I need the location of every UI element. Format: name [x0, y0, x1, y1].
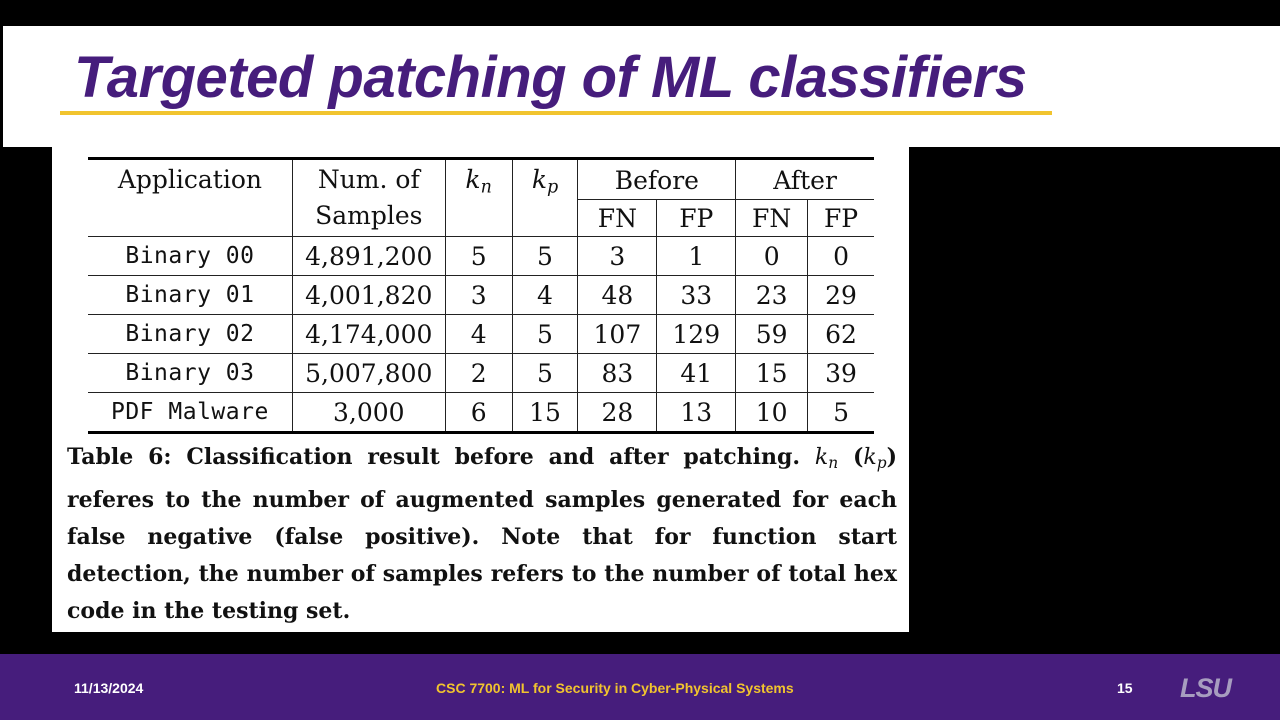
header-after-fn: FN — [735, 199, 809, 237]
cell-before-fn: 107 — [577, 314, 658, 354]
table-row: Binary 01 4,001,820 3 4 48 33 23 29 — [88, 275, 874, 315]
caption-kn-sub: n — [828, 453, 839, 472]
caption-kn-math: kn — [814, 445, 839, 472]
cell-samples: 4,001,820 — [291, 275, 446, 315]
cell-samples: 5,007,800 — [291, 353, 446, 393]
header-kn-base: k — [465, 165, 481, 194]
lsu-logo: LSU — [1180, 673, 1232, 703]
header-application: Application — [88, 158, 293, 237]
cell-samples: 4,174,000 — [291, 314, 446, 354]
results-table: Application Num. of Samples kn kp Before… — [88, 157, 874, 434]
cell-after-fn: 15 — [735, 353, 809, 393]
table-row: Binary 02 4,174,000 4 5 107 129 59 62 — [88, 314, 874, 354]
header-kn-math: kn — [465, 165, 492, 198]
cell-application: Binary 00 — [88, 236, 293, 276]
header-before-fp: FP — [656, 199, 737, 237]
header-samples-line1: Num. of — [317, 165, 420, 194]
cell-after-fn: 23 — [735, 275, 809, 315]
cell-kp: 5 — [511, 314, 579, 354]
cell-before-fp: 33 — [656, 275, 737, 315]
header-application-label: Application — [117, 165, 262, 194]
header-before-fn: FN — [577, 199, 658, 237]
cell-before-fp: 13 — [656, 392, 737, 433]
header-kn: kn — [444, 158, 513, 237]
header-kp-math: kp — [531, 165, 559, 198]
caption-kp-math: kp — [863, 445, 887, 472]
caption-part2: ( — [838, 444, 864, 470]
header-kn-sub: n — [480, 177, 492, 198]
cell-kp: 4 — [511, 275, 579, 315]
cell-after-fp: 29 — [807, 275, 874, 315]
cell-after-fp: 0 — [807, 236, 874, 276]
cell-before-fn: 48 — [577, 275, 658, 315]
table-caption: Table 6: Classification result before an… — [67, 439, 897, 630]
cell-after-fp: 39 — [807, 353, 874, 393]
header-kp-base: k — [531, 165, 547, 194]
cell-application: Binary 02 — [88, 314, 293, 354]
cell-kn: 3 — [444, 275, 513, 315]
title-underline — [60, 111, 1052, 115]
cell-after-fn: 0 — [735, 236, 809, 276]
caption-part3: ) referes to the number of augmented sam… — [67, 444, 897, 624]
header-after: After — [735, 158, 874, 200]
caption-kp-base: k — [863, 445, 877, 470]
cell-application: Binary 03 — [88, 353, 293, 393]
table-row: Binary 03 5,007,800 2 5 83 41 15 39 — [88, 353, 874, 393]
cell-after-fp: 5 — [807, 392, 874, 433]
header-kp-sub: p — [546, 177, 559, 198]
cell-before-fn: 3 — [577, 236, 658, 276]
cell-after-fn: 10 — [735, 392, 809, 433]
header-samples-line2: Samples — [315, 201, 423, 230]
cell-samples: 3,000 — [291, 392, 446, 433]
cell-before-fp: 129 — [656, 314, 737, 354]
table-row: Binary 00 4,891,200 5 5 3 1 0 0 — [88, 236, 874, 276]
cell-kp: 15 — [511, 392, 579, 433]
header-samples: Num. of Samples — [291, 158, 446, 237]
cell-kp: 5 — [511, 353, 579, 393]
cell-after-fp: 62 — [807, 314, 874, 354]
slide-title: Targeted patching of ML classifiers — [74, 45, 1027, 110]
header-row: Application Num. of Samples kn kp Before… — [88, 158, 874, 237]
cell-samples: 4,891,200 — [291, 236, 446, 276]
title-band — [3, 26, 1280, 147]
cell-before-fp: 1 — [656, 236, 737, 276]
footer-course-title: CSC 7700: ML for Security in Cyber-Physi… — [436, 680, 794, 696]
cell-before-fp: 41 — [656, 353, 737, 393]
header-after-label: After — [773, 166, 837, 195]
cell-before-fn: 28 — [577, 392, 658, 433]
table-figure: Application Num. of Samples kn kp Before… — [52, 147, 909, 632]
cell-application: Binary 01 — [88, 275, 293, 315]
cell-application: PDF Malware — [88, 392, 293, 433]
header-after-fp: FP — [807, 199, 874, 237]
subheader-row: FN FP FN FP — [88, 199, 874, 237]
footer-page-number: 15 — [1117, 680, 1133, 696]
header-kp: kp — [511, 158, 579, 237]
caption-kp-sub: p — [876, 453, 887, 472]
cell-after-fn: 59 — [735, 314, 809, 354]
header-before-label: Before — [614, 166, 699, 195]
caption-kn-base: k — [814, 445, 829, 470]
footer-bar: 11/13/2024 CSC 7700: ML for Security in … — [0, 654, 1280, 720]
header-before: Before — [577, 158, 737, 200]
cell-kn: 6 — [444, 392, 513, 433]
footer-date: 11/13/2024 — [74, 680, 144, 696]
cell-before-fn: 83 — [577, 353, 658, 393]
table-row: PDF Malware 3,000 6 15 28 13 10 5 — [88, 392, 874, 433]
cell-kn: 2 — [444, 353, 513, 393]
cell-kp: 5 — [511, 236, 579, 276]
cell-kn: 5 — [444, 236, 513, 276]
caption-part1: Table 6: Classification result before an… — [67, 444, 815, 470]
cell-kn: 4 — [444, 314, 513, 354]
